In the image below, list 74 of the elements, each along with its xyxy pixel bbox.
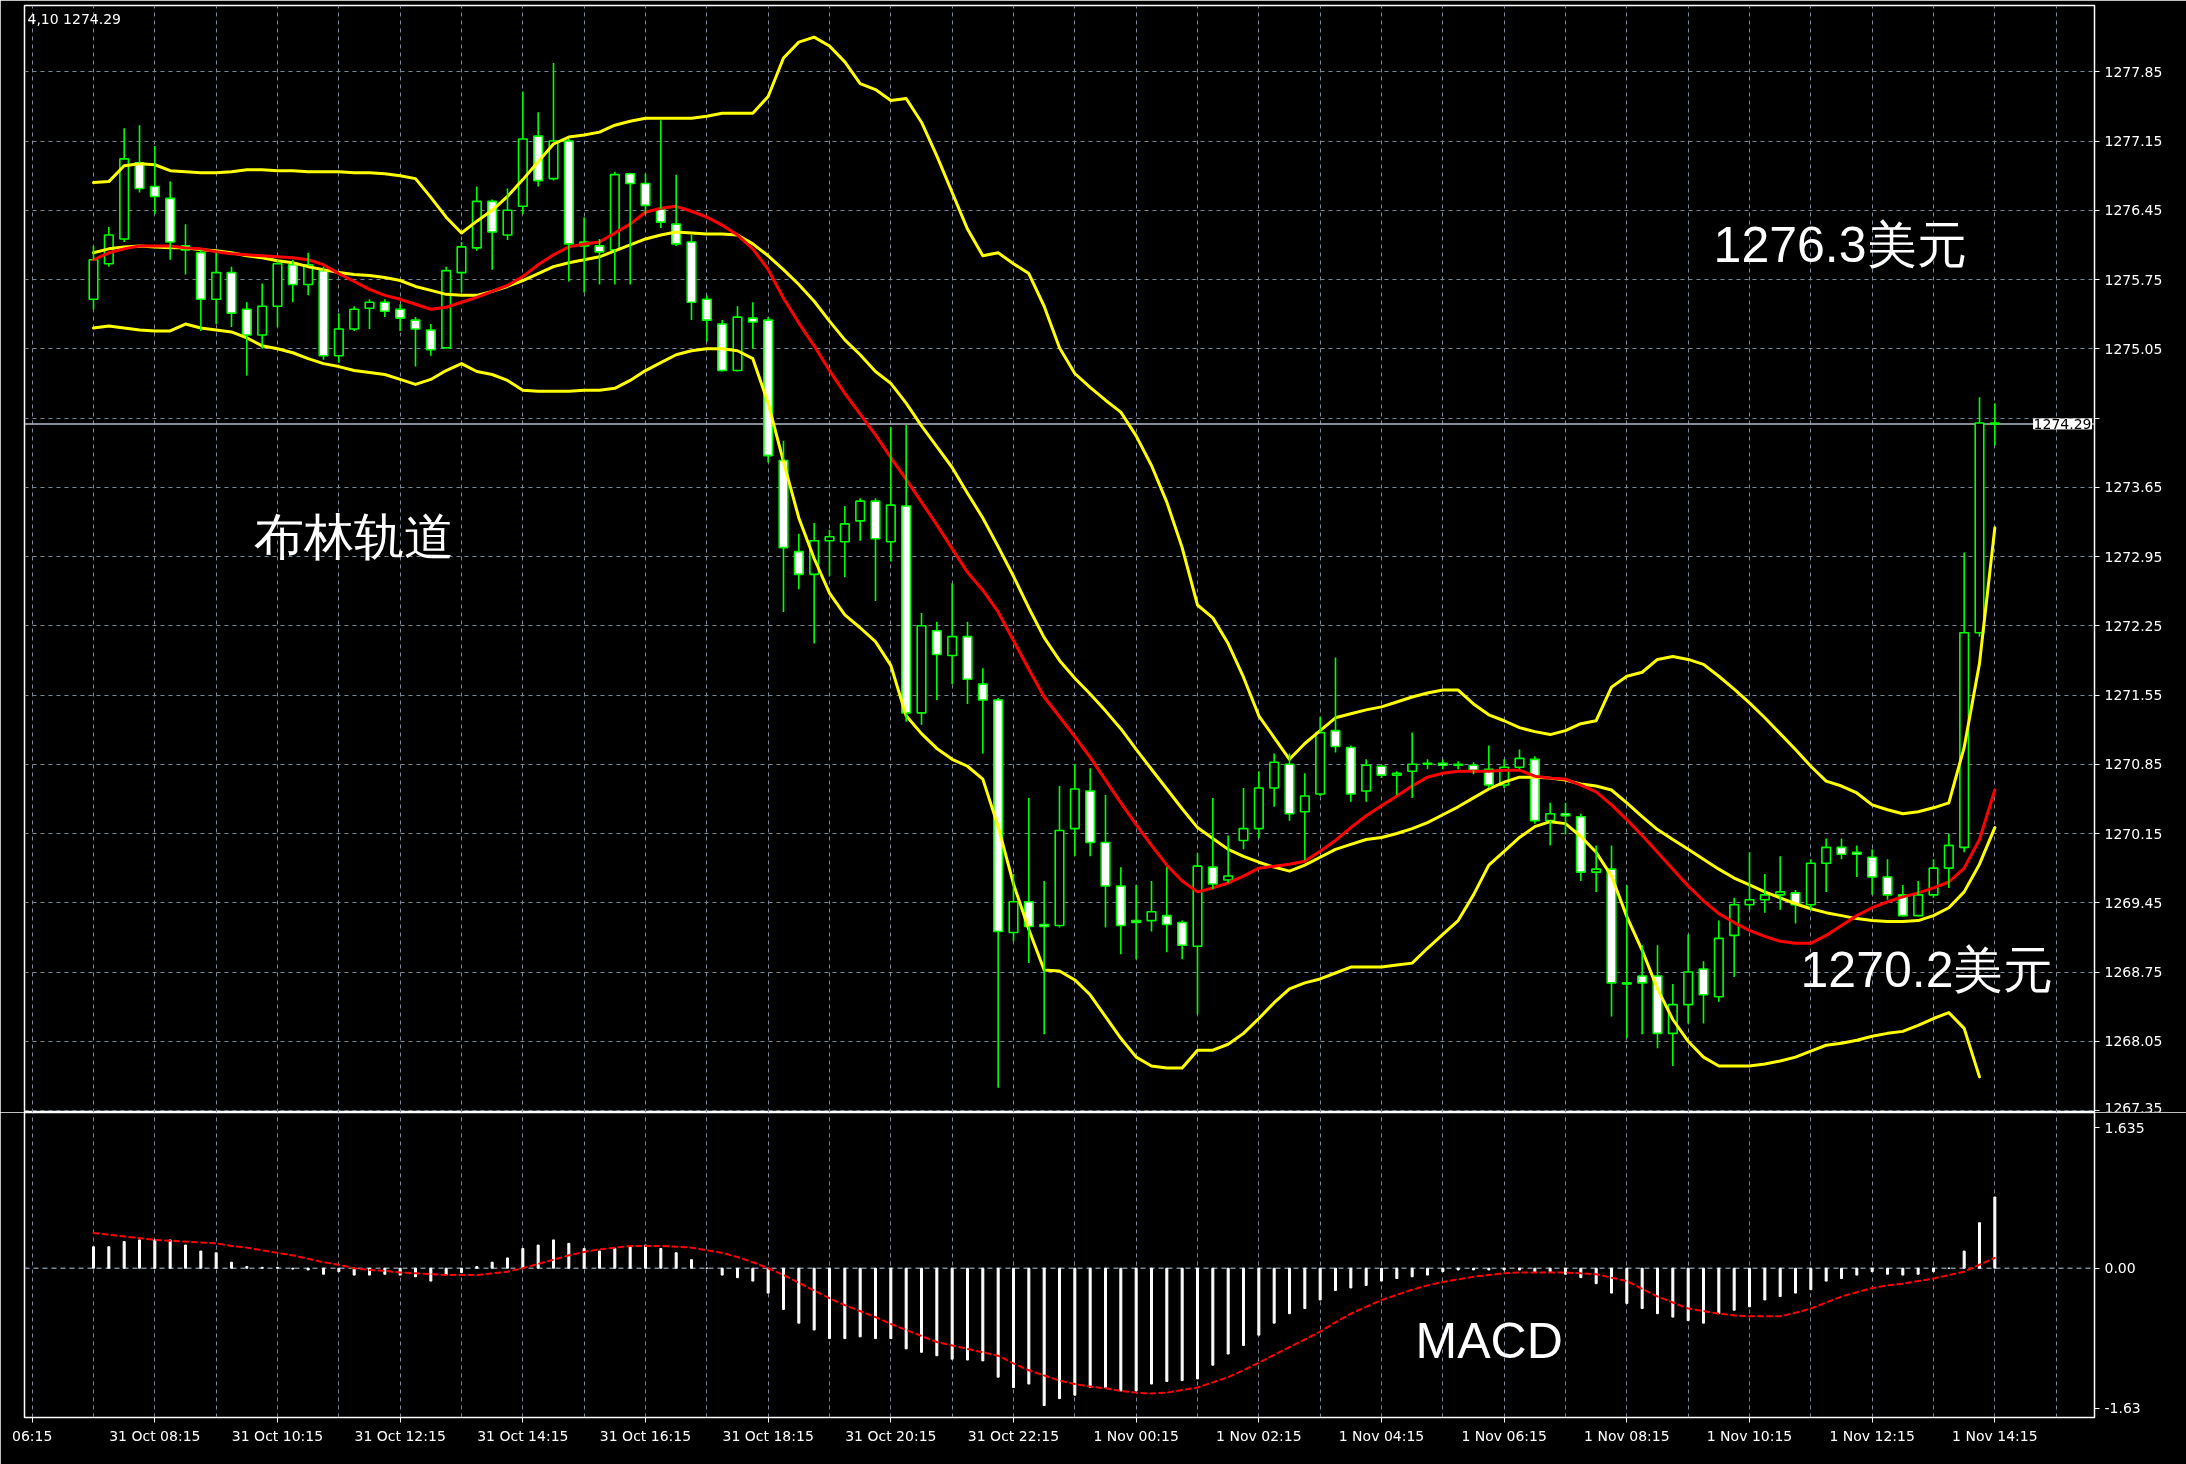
bar [1610,1267,1613,1294]
annotation: MACD [1415,1313,1563,1370]
y-tick-label: 1267.35 [2104,1099,2163,1116]
bar [92,1246,95,1269]
bar [828,1267,831,1340]
bar [506,1257,509,1269]
bar [1656,1267,1659,1315]
y-tick-label: 0.00 [2104,1260,2136,1277]
bar [1012,1267,1015,1388]
bar [782,1267,785,1310]
bar [920,1267,923,1353]
y-tick-label: 1272.25 [2104,617,2163,634]
y-tick-label: 1268.05 [2104,1033,2163,1050]
bar [184,1244,187,1269]
bar [1104,1267,1107,1388]
bar [1886,1267,1889,1275]
bar [552,1239,555,1269]
y-tick-label: 1275.75 [2104,271,2163,288]
x-tick-label: 1 Nov 04:15 [1338,1427,1425,1444]
bar [1242,1267,1245,1346]
bar [138,1239,141,1269]
bar [1334,1267,1337,1292]
bar [1150,1267,1153,1385]
bar [736,1267,739,1279]
bar [230,1261,233,1269]
y-tick-label: -1.63 [2104,1400,2141,1417]
y-tick-label: 1270.15 [2104,825,2163,842]
x-tick-label: 1 Nov 08:15 [1584,1427,1670,1444]
x-tick-label: 1 Nov 02:15 [1216,1427,1302,1444]
y-tick-label: 1276.45 [2104,202,2163,219]
x-tick-label: 31 Oct 16:15 [599,1427,692,1444]
x-tick-label: 31 Oct 12:15 [354,1427,446,1444]
line-series [92,1232,1996,1395]
y-tick-label: 1273.65 [2104,479,2163,496]
bar [1978,1222,1981,1269]
y-tick-label: 1.635 [2104,1119,2145,1136]
y-tick-label: 1277.85 [2104,63,2163,80]
bar [1932,1267,1935,1273]
x-tick-label: 31 Oct 20:15 [845,1427,937,1444]
x-tick-label: 31 Oct 10:15 [231,1427,324,1444]
bar [1702,1267,1705,1324]
x-tick-label: 1 Nov 10:15 [1706,1427,1793,1444]
y-tick-label: 1269.45 [2104,894,2163,911]
bar [1748,1267,1751,1308]
x-tick-label: 1 Nov 06:15 [1461,1427,1547,1444]
y-tick-label: 1270.85 [2104,756,2163,773]
x-tick-label: 1 Nov 00:15 [1093,1427,1179,1444]
x-tick-label: 1 Nov 14:15 [1952,1427,2038,1444]
y-tick-label: 1277.15 [2104,133,2163,150]
x-tick-label: 06:15 [11,1427,53,1444]
y-tick-label: 1271.55 [2104,687,2163,704]
x-tick-label: 31 Oct 18:15 [722,1427,814,1444]
bar [322,1267,325,1275]
bar [690,1259,693,1269]
bar [1794,1267,1797,1294]
x-tick-label: 31 Oct 14:15 [477,1427,569,1444]
y-tick-label: 1268.75 [2104,964,2163,981]
bar [644,1244,647,1269]
bar [1840,1267,1843,1280]
bar [1564,1267,1567,1275]
bar [460,1267,463,1274]
y-tick-label: 1272.95 [2104,548,2163,565]
bar [966,1267,969,1361]
bar [1196,1267,1199,1380]
x-tick-label: 1 Nov 12:15 [1829,1427,1915,1444]
bar [598,1250,601,1269]
bar [1380,1267,1383,1282]
bar [1288,1267,1291,1315]
bar [874,1267,877,1340]
x-tick-label: 31 Oct 08:15 [109,1427,201,1444]
y-tick-label: 1275.05 [2104,340,2163,357]
x-tick-label: 31 Oct 22:15 [967,1427,1060,1444]
bar [1058,1267,1061,1400]
bar [1426,1267,1429,1276]
